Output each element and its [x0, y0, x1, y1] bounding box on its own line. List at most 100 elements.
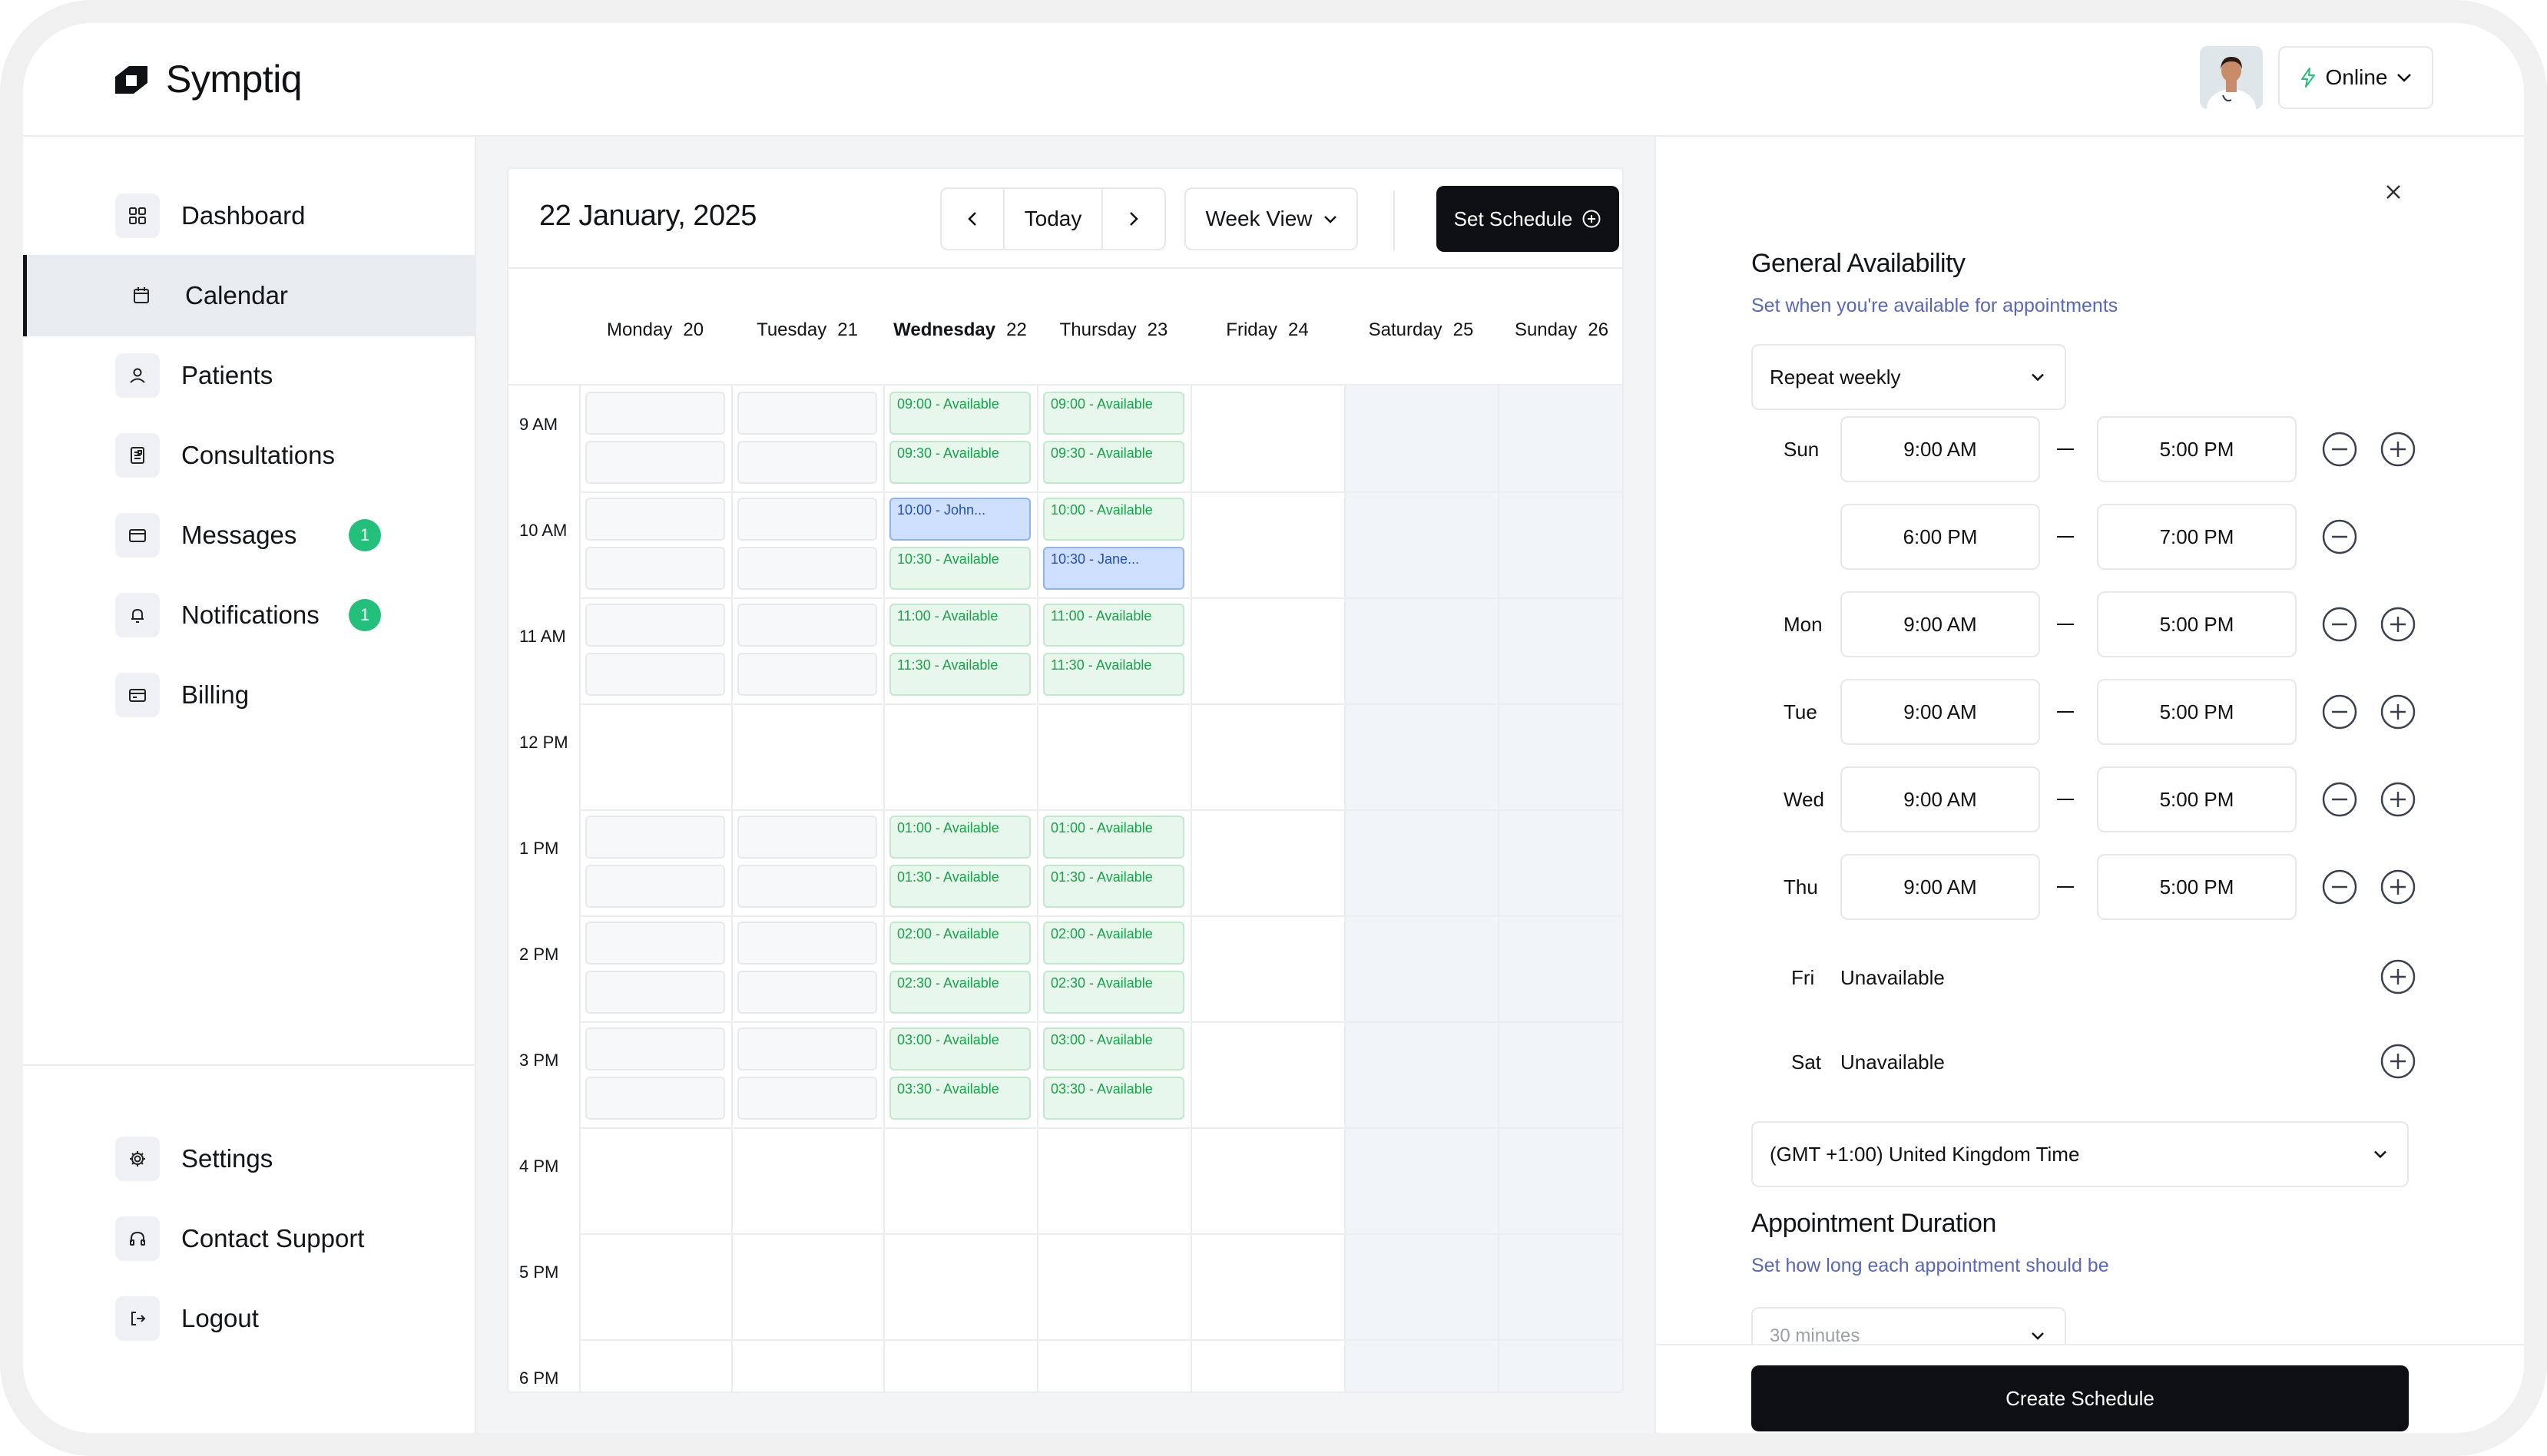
available-time-slot[interactable]: 10:00 - Available [1043, 498, 1184, 541]
day-header-tuesday[interactable]: Tuesday 21 [731, 315, 883, 346]
create-schedule-button[interactable]: Create Schedule [1751, 1365, 2409, 1431]
empty-time-slot[interactable] [585, 816, 725, 859]
day-header-wednesday[interactable]: Wednesday 22 [883, 315, 1037, 346]
today-button[interactable]: Today [1005, 189, 1103, 249]
add-time-range-icon[interactable] [2380, 606, 2416, 643]
empty-time-slot[interactable] [585, 1077, 725, 1120]
sidebar-item-calendar[interactable]: Calendar [23, 255, 476, 336]
start-time-input[interactable]: 9:00 AM [1840, 854, 2040, 920]
empty-time-slot[interactable] [585, 498, 725, 541]
available-time-slot[interactable]: 09:30 - Available [1043, 441, 1184, 484]
start-time-input[interactable]: 9:00 AM [1840, 416, 2040, 482]
remove-time-range-icon[interactable] [2321, 693, 2358, 730]
avatar[interactable] [2200, 46, 2263, 109]
sidebar-item-consultations[interactable]: Consultations [23, 415, 476, 496]
available-time-slot[interactable]: 11:30 - Available [889, 653, 1031, 696]
available-time-slot[interactable]: 11:00 - Available [889, 604, 1031, 647]
available-time-slot[interactable]: 01:00 - Available [889, 816, 1031, 859]
available-time-slot[interactable]: 01:30 - Available [889, 865, 1031, 908]
end-time-input[interactable]: 5:00 PM [2097, 591, 2297, 657]
available-time-slot[interactable]: 10:30 - Available [889, 547, 1031, 590]
end-time-input[interactable]: 5:00 PM [2097, 766, 2297, 832]
empty-time-slot[interactable] [737, 1027, 877, 1070]
add-time-range-icon[interactable] [2380, 869, 2416, 905]
day-header-friday[interactable]: Friday 24 [1191, 315, 1344, 346]
empty-time-slot[interactable] [737, 653, 877, 696]
booked-appointment-slot[interactable]: 10:00 - John... [889, 498, 1031, 541]
available-time-slot[interactable]: 11:30 - Available [1043, 653, 1184, 696]
start-time-input[interactable]: 6:00 PM [1840, 504, 2040, 570]
add-time-range-icon[interactable] [2380, 431, 2416, 468]
empty-time-slot[interactable] [585, 653, 725, 696]
empty-time-slot[interactable] [585, 971, 725, 1014]
empty-time-slot[interactable] [585, 1027, 725, 1070]
available-time-slot[interactable]: 09:30 - Available [889, 441, 1031, 484]
empty-time-slot[interactable] [585, 922, 725, 965]
logo[interactable]: Symptiq [112, 57, 303, 101]
add-time-range-icon[interactable] [2380, 958, 2416, 995]
empty-time-slot[interactable] [737, 392, 877, 435]
available-time-slot[interactable]: 02:00 - Available [889, 922, 1031, 965]
end-time-input[interactable]: 5:00 PM [2097, 679, 2297, 745]
repeat-dropdown[interactable]: Repeat weekly [1751, 344, 2066, 410]
add-time-range-icon[interactable] [2380, 781, 2416, 818]
next-week-button[interactable] [1103, 189, 1164, 249]
empty-time-slot[interactable] [737, 1077, 877, 1120]
available-time-slot[interactable]: 02:30 - Available [889, 971, 1031, 1014]
day-header-saturday[interactable]: Saturday 25 [1344, 315, 1498, 346]
empty-time-slot[interactable] [585, 547, 725, 590]
remove-time-range-icon[interactable] [2321, 869, 2358, 905]
available-time-slot[interactable]: 03:00 - Available [1043, 1027, 1184, 1070]
available-time-slot[interactable]: 01:00 - Available [1043, 816, 1184, 859]
remove-time-range-icon[interactable] [2321, 518, 2358, 555]
empty-time-slot[interactable] [737, 971, 877, 1014]
empty-time-slot[interactable] [737, 816, 877, 859]
sidebar-item-billing[interactable]: Billing [23, 654, 476, 736]
empty-time-slot[interactable] [737, 604, 877, 647]
sidebar-item-notifications[interactable]: Notifications 1 [23, 574, 476, 656]
end-time-input[interactable]: 7:00 PM [2097, 504, 2297, 570]
start-time-input[interactable]: 9:00 AM [1840, 766, 2040, 832]
status-dropdown[interactable]: Online [2278, 46, 2433, 109]
remove-time-range-icon[interactable] [2321, 781, 2358, 818]
available-time-slot[interactable]: 03:00 - Available [889, 1027, 1031, 1070]
day-header-monday[interactable]: Monday 20 [579, 315, 731, 346]
available-time-slot[interactable]: 03:30 - Available [889, 1077, 1031, 1120]
prev-week-button[interactable] [942, 189, 1005, 249]
available-time-slot[interactable]: 02:30 - Available [1043, 971, 1184, 1014]
available-time-slot[interactable]: 01:30 - Available [1043, 865, 1184, 908]
available-time-slot[interactable]: 09:00 - Available [889, 392, 1031, 435]
available-time-slot[interactable]: 03:30 - Available [1043, 1077, 1184, 1120]
sidebar-item-patients[interactable]: Patients [23, 335, 476, 416]
view-dropdown[interactable]: Week View [1184, 187, 1358, 250]
sidebar-item-contact-support[interactable]: Contact Support [23, 1198, 476, 1279]
empty-time-slot[interactable] [737, 547, 877, 590]
available-time-slot[interactable]: 09:00 - Available [1043, 392, 1184, 435]
empty-time-slot[interactable] [585, 441, 725, 484]
close-icon[interactable] [2378, 177, 2409, 207]
remove-time-range-icon[interactable] [2321, 431, 2358, 468]
timezone-dropdown[interactable]: (GMT +1:00) United Kingdom Time [1751, 1121, 2409, 1187]
empty-time-slot[interactable] [737, 865, 877, 908]
empty-time-slot[interactable] [737, 922, 877, 965]
set-schedule-button[interactable]: Set Schedule [1436, 186, 1619, 252]
empty-time-slot[interactable] [585, 865, 725, 908]
booked-appointment-slot[interactable]: 10:30 - Jane... [1043, 547, 1184, 590]
empty-time-slot[interactable] [585, 392, 725, 435]
start-time-input[interactable]: 9:00 AM [1840, 591, 2040, 657]
end-time-input[interactable]: 5:00 PM [2097, 854, 2297, 920]
sidebar-item-dashboard[interactable]: Dashboard [23, 175, 476, 256]
empty-time-slot[interactable] [585, 604, 725, 647]
day-header-thursday[interactable]: Thursday 23 [1037, 315, 1191, 346]
day-header-sunday[interactable]: Sunday 26 [1498, 315, 1622, 346]
end-time-input[interactable]: 5:00 PM [2097, 416, 2297, 482]
empty-time-slot[interactable] [737, 441, 877, 484]
add-time-range-icon[interactable] [2380, 1043, 2416, 1080]
available-time-slot[interactable]: 02:00 - Available [1043, 922, 1184, 965]
sidebar-item-messages[interactable]: Messages 1 [23, 495, 476, 576]
add-time-range-icon[interactable] [2380, 693, 2416, 730]
empty-time-slot[interactable] [737, 498, 877, 541]
available-time-slot[interactable]: 11:00 - Available [1043, 604, 1184, 647]
sidebar-item-settings[interactable]: Settings [23, 1118, 476, 1200]
sidebar-item-logout[interactable]: Logout [23, 1278, 476, 1359]
